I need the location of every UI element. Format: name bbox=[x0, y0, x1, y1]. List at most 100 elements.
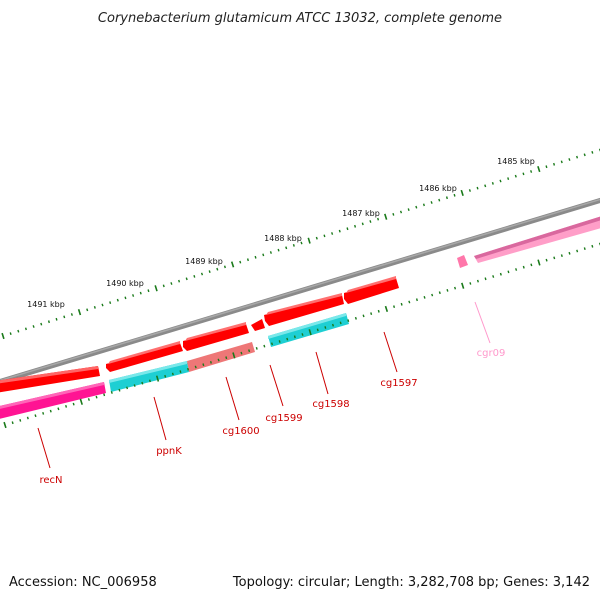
outer-tick bbox=[63, 315, 66, 319]
gene-feature-cg1597[interactable] bbox=[344, 278, 399, 304]
outer-tick bbox=[453, 193, 456, 197]
outer-tick bbox=[560, 160, 563, 164]
outer-tick bbox=[300, 241, 303, 245]
outer-tick bbox=[361, 222, 364, 226]
gene-label-ppnK[interactable]: ppnK bbox=[156, 446, 182, 457]
outer-tick bbox=[170, 282, 173, 285]
inner-tick bbox=[415, 298, 418, 302]
inner-tick bbox=[384, 305, 389, 313]
inner-tick bbox=[530, 263, 533, 267]
outer-tick bbox=[346, 227, 349, 231]
gene-label-cgr09[interactable]: cgr09 bbox=[477, 348, 506, 359]
inner-tick bbox=[202, 363, 205, 367]
gene-leader-lines bbox=[37, 301, 491, 469]
leader-line-cg1598 bbox=[315, 351, 329, 395]
outer-tick bbox=[384, 213, 388, 220]
outer-tick bbox=[422, 203, 425, 207]
gene-feature-cgr09[interactable] bbox=[457, 255, 468, 268]
inner-tick bbox=[133, 384, 136, 387]
inner-tick bbox=[42, 412, 45, 415]
inner-tick bbox=[187, 367, 190, 371]
inner-tick bbox=[79, 398, 83, 405]
gene-feature-highlight bbox=[0, 366, 98, 384]
outer-tick bbox=[208, 270, 211, 273]
inner-tick bbox=[217, 358, 220, 362]
gene-feature-recN[interactable] bbox=[0, 366, 100, 393]
gene-feature-cg1599[interactable] bbox=[251, 319, 265, 331]
outer-tick bbox=[269, 251, 272, 254]
gene-label-cg1600[interactable]: cg1600 bbox=[222, 426, 259, 437]
inner-tick bbox=[446, 289, 449, 292]
gene-feature-highlight bbox=[474, 216, 600, 259]
outer-tick bbox=[392, 213, 395, 216]
gene-feature-cg1598[interactable] bbox=[268, 313, 349, 347]
outer-tick bbox=[154, 285, 158, 292]
outer-tick bbox=[254, 255, 257, 259]
inner-tick bbox=[454, 286, 457, 290]
gene-label-cg1597[interactable]: cg1597 bbox=[380, 378, 417, 389]
outer-tick bbox=[109, 301, 112, 304]
inner-tick bbox=[11, 421, 14, 425]
gene-label-cg1598[interactable]: cg1598 bbox=[312, 399, 349, 410]
outer-tick bbox=[499, 179, 502, 183]
inner-tick bbox=[545, 258, 548, 262]
outer-tick bbox=[17, 329, 20, 333]
inner-tick bbox=[270, 342, 274, 346]
inner-tick bbox=[560, 254, 563, 257]
gene-label-cg1599[interactable]: cg1599 bbox=[265, 413, 302, 424]
kbp-label-group: 1491 kbp 1490 kbp 1489 kbp 1488 kbp 1487… bbox=[27, 157, 535, 309]
inner-tick bbox=[507, 270, 510, 274]
kbp-label: 1487 kbp bbox=[342, 209, 380, 218]
gene-feature-cg1600[interactable] bbox=[183, 324, 249, 351]
outer-tick bbox=[124, 296, 127, 300]
inner-tick bbox=[362, 314, 365, 318]
inner-tick bbox=[301, 333, 304, 336]
outer-tick bbox=[430, 201, 433, 204]
inner-tick bbox=[408, 300, 411, 304]
outer-tick bbox=[553, 162, 556, 166]
inner-tick bbox=[583, 247, 586, 250]
gene-labels: recN ppnK cg1600 cg1599 cg1598 cg1597 cg… bbox=[39, 348, 505, 486]
inner-tick bbox=[34, 414, 37, 418]
gene-label-recN[interactable]: recN bbox=[39, 475, 62, 486]
genome-summary-text: Topology: circular; Length: 3,282,708 bp… bbox=[232, 575, 590, 590]
inner-tick bbox=[194, 365, 197, 369]
gene-feature-ppnK[interactable] bbox=[109, 361, 189, 392]
gene-feature-magenta[interactable] bbox=[0, 382, 106, 420]
outer-tick bbox=[323, 234, 326, 238]
outer-tick bbox=[1, 332, 5, 340]
outer-tick bbox=[438, 198, 441, 202]
inner-tick bbox=[423, 296, 426, 299]
accession-text: Accession: NC_006958 bbox=[9, 575, 157, 590]
gene-feature-ppnK-region[interactable] bbox=[106, 343, 183, 372]
gene-feature-highlight bbox=[346, 276, 396, 293]
outer-tick bbox=[522, 172, 525, 176]
inner-tick bbox=[400, 302, 403, 306]
inner-tick bbox=[225, 356, 228, 360]
inner-tick bbox=[377, 309, 380, 313]
inner-tick bbox=[461, 282, 465, 289]
inner-tick bbox=[347, 319, 350, 322]
inner-tick bbox=[26, 416, 29, 420]
inner-tick bbox=[72, 402, 75, 406]
gene-feature-cg1598-fwd[interactable] bbox=[264, 295, 344, 326]
inner-tick bbox=[248, 349, 251, 353]
leader-line-cg1599 bbox=[269, 364, 284, 407]
inner-tick bbox=[209, 360, 212, 364]
inner-tick bbox=[492, 275, 495, 278]
inner-tick bbox=[49, 409, 52, 413]
inner-tick bbox=[324, 326, 327, 329]
leader-line-recN bbox=[37, 427, 51, 469]
outer-tick bbox=[307, 237, 311, 244]
inner-tick bbox=[3, 421, 7, 429]
outer-tick bbox=[460, 189, 464, 197]
inner-tick-ring bbox=[3, 242, 600, 429]
inner-tick bbox=[240, 351, 243, 355]
outer-tick bbox=[514, 174, 517, 178]
inner-tick bbox=[255, 347, 258, 350]
outer-tick bbox=[315, 236, 318, 240]
outer-tick bbox=[132, 294, 135, 297]
outer-tick bbox=[277, 248, 280, 252]
leader-line-cg1600 bbox=[225, 376, 240, 421]
